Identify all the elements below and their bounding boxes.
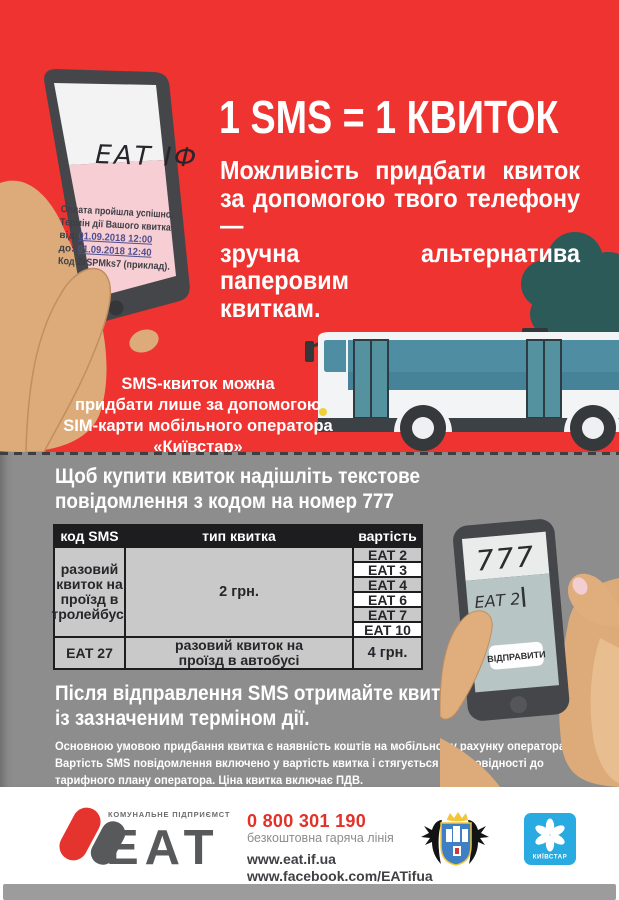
facebook-url: www.facebook.com/EATifua [247, 868, 433, 884]
company-type-label: КОМУНАЛЬНЕ ПІДПРИЄМСТВО [108, 810, 230, 819]
how-to-buy-section: Щоб купити квиток надішліть текстове пов… [0, 452, 619, 787]
code-cell: ЕАТ 6 [354, 592, 421, 608]
section-heading-line: повідомлення з кодом на номер 777 [55, 490, 394, 513]
sms-screen-header [461, 531, 550, 581]
price-table: код SMS тип квитка вартість ЕАТ 2 разови… [51, 524, 423, 670]
crown-icon [447, 812, 468, 822]
code-cell: ЕАТ 2 [354, 547, 421, 563]
holding-thumb [440, 610, 493, 720]
valid-from-label: від: [59, 230, 78, 242]
thumb [25, 267, 112, 452]
legal-smallprint: Основною умовою придбання квитка є наявн… [55, 738, 568, 789]
rear-wheel [564, 403, 619, 451]
sms-phone-illustration: 777 ЕАТ 2 ВІДПРАВИТИ [440, 519, 619, 787]
after-sms-heading: Після відправлення SMS отримайте квиток … [55, 682, 461, 731]
home-button-icon [108, 300, 124, 316]
recipient-number: 777 [475, 540, 537, 578]
intro-line: квиткам. [220, 292, 321, 323]
code-cell: ЕАТ 7 [354, 607, 421, 623]
fingertip [129, 329, 159, 353]
intro-line: зручна альтернатива паперовим [220, 237, 580, 295]
sim-note-line: SMS-квиток можна [121, 375, 275, 393]
eat-logo: КОМУНАЛЬНЕ ПІДПРИЄМСТВО ЕАТ [59, 807, 230, 875]
smallprint-line: тарифного плану оператора. Ціна квитка в… [55, 773, 364, 787]
contact-block: 0 800 301 190 безкоштовна гаряча лінія w… [247, 812, 433, 885]
valid-to-label: до: [58, 243, 74, 255]
city-coat-of-arms [421, 812, 489, 866]
fingernail [572, 577, 588, 595]
bush-graphic [521, 232, 619, 332]
main-headline: 1 SMS = 1 КВИТОК [219, 91, 559, 143]
code-cell: ЕАТ 4 [354, 577, 421, 593]
eat-logo-red-bar [59, 807, 101, 861]
hotline-label: безкоштовна гаряча лінія [247, 831, 394, 845]
kyivstar-star-icon [535, 818, 565, 852]
bus-door-front [353, 339, 389, 419]
red-hero-section: ЕАТ ІФ Оплата пройшла успішно. Термін ді… [0, 0, 619, 452]
send-button [488, 641, 544, 670]
code-cell: ЕАТ 10 [354, 622, 421, 638]
sim-note-line: «Київстар» [153, 438, 243, 452]
bottom-bar [3, 884, 616, 900]
section-heading-line: Щоб купити квиток надішліть текстове [55, 465, 421, 488]
kyivstar-logo: КИЇВСТАР [524, 813, 576, 865]
intro-line: за допомогою твого телефону — [220, 182, 580, 240]
phone-screen-header [54, 83, 164, 165]
website-url: www.eat.if.ua [247, 851, 336, 867]
bus-illustration [305, 328, 619, 451]
bus-door-rear [526, 339, 562, 419]
after-sms-line: із зазначеним терміном дії. [55, 706, 310, 730]
phone-app-title: ЕАТ ІФ [95, 140, 199, 174]
valid-to-value: 01.09.2018 12:40 [77, 244, 152, 259]
headlight [319, 408, 327, 416]
bus-skirt [318, 418, 619, 432]
sim-operator-note: SMS-квиток можна придбати лише за допомо… [33, 374, 363, 452]
text-cursor [521, 586, 526, 607]
footer: КОМУНАЛЬНЕ ПІДПРИЄМСТВО ЕАТ 0 800 301 19… [0, 787, 619, 884]
table-header-code: код SMS [55, 526, 124, 546]
home-button-icon [510, 696, 528, 714]
sms-message-text: ЕАТ 2 [474, 589, 522, 612]
sim-note-line: SIM-карти мобільного оператора [63, 417, 333, 435]
intro-line: Можливість придбати квиток [220, 155, 580, 185]
table-header-price: вартість [354, 526, 421, 546]
code-cell: ЕАТ 3 [354, 562, 421, 578]
intro-paragraph: Можливість придбати квиток за допомогою … [220, 155, 580, 323]
sim-note-line: придбати лише за допомогою [75, 396, 321, 414]
bus-price-cell: 4 грн. [354, 638, 421, 668]
top-phone-illustration: ЕАТ ІФ Оплата пройшла успішно. Термін ді… [0, 69, 199, 452]
table-header-type: тип квитка [126, 526, 352, 546]
bus-type-cell: разовий квиток на проїзд в автобусі [126, 638, 352, 668]
after-sms-line: Після відправлення SMS отримайте квиток [55, 682, 462, 705]
eat-logo-text: ЕАТ [106, 821, 220, 875]
bus-code-cell: ЕАТ 27 [55, 638, 124, 668]
kyivstar-wordmark: КИЇВСТАР [533, 854, 567, 861]
front-wheel [394, 403, 452, 451]
hotline-number: 0 800 301 190 [247, 811, 367, 831]
sms-phone: 777 ЕАТ 2 ВІДПРАВИТИ [453, 519, 570, 721]
trolley-type-cell: разовий квиток на проїзд в тролейбусі [51, 548, 128, 636]
windshield [324, 340, 346, 372]
valid-from-value: 01.09.2018 12:00 [78, 231, 153, 246]
smallprint-line: Вартість SMS повідомлення включено у вар… [55, 756, 544, 770]
phone-screen-body [69, 160, 176, 298]
section-heading: Щоб купити квиток надішліть текстове пов… [55, 464, 420, 514]
smallprint-line: Основною умовою придбання квитка є наявн… [55, 739, 569, 753]
eagle-left-icon [421, 820, 442, 864]
eat-logo-gray-bar [90, 821, 126, 865]
trolley-price-cell: 2 грн. [126, 548, 352, 636]
